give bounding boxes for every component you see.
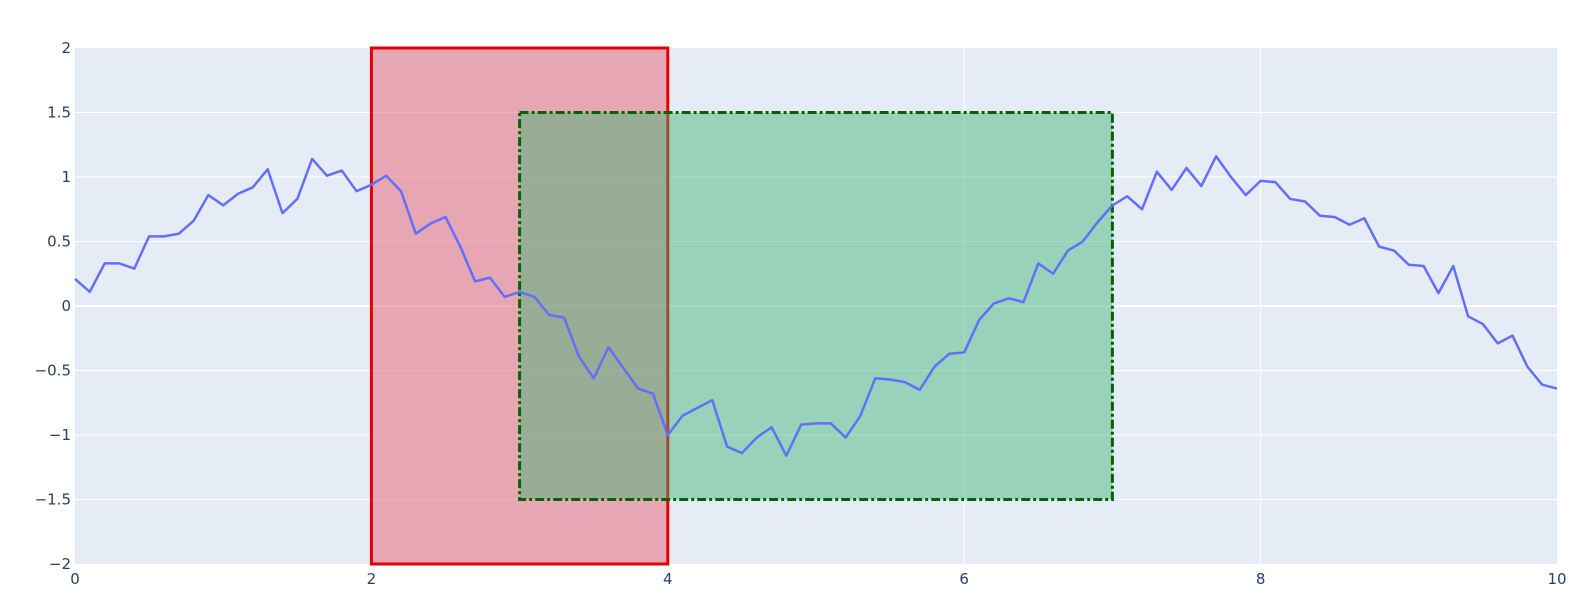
y-tick-label: 2 <box>61 39 71 57</box>
x-tick-label: 8 <box>1256 570 1266 588</box>
x-tick-label: 4 <box>663 570 673 588</box>
series-line-1 <box>74 155 1558 457</box>
y-tick-label: 1.5 <box>47 104 71 122</box>
x-axis-ticks: 0 2 4 6 8 10 <box>70 570 1566 588</box>
x-tick-label: 0 <box>70 570 80 588</box>
y-tick-label: −1 <box>49 426 71 444</box>
shape-rect-2 <box>518 111 1114 501</box>
x-tick-label: 6 <box>959 570 969 588</box>
x-tick-label: 10 <box>1547 570 1566 588</box>
y-tick-label: 1 <box>61 168 71 186</box>
shapes <box>369 46 1114 566</box>
y-tick-label: 0.5 <box>47 233 71 251</box>
series <box>74 155 1558 457</box>
x-tick-label: 2 <box>367 570 377 588</box>
y-tick-label: −2 <box>49 555 71 573</box>
y-axis-ticks: 2 1.5 1 0.5 0 −0.5 −1 −1.5 −2 <box>35 39 71 573</box>
grid <box>75 48 1557 564</box>
y-tick-label: 0 <box>61 297 71 315</box>
y-tick-label: −0.5 <box>35 362 71 380</box>
y-tick-label: −1.5 <box>35 491 71 509</box>
